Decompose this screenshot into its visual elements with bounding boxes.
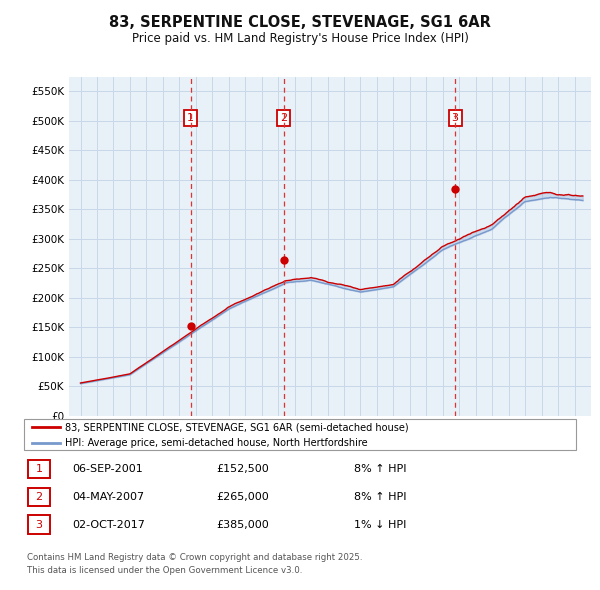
Text: Price paid vs. HM Land Registry's House Price Index (HPI): Price paid vs. HM Land Registry's House … [131,32,469,45]
FancyBboxPatch shape [28,488,50,506]
Text: 1% ↓ HPI: 1% ↓ HPI [354,520,406,529]
Text: 2: 2 [35,492,43,502]
Text: £265,000: £265,000 [216,492,269,502]
Text: 2: 2 [280,113,287,123]
Text: 04-MAY-2007: 04-MAY-2007 [72,492,144,502]
Text: £152,500: £152,500 [216,464,269,474]
Text: 3: 3 [35,520,43,529]
Text: £385,000: £385,000 [216,520,269,529]
FancyBboxPatch shape [28,516,50,533]
Text: 3: 3 [452,113,458,123]
Text: 8% ↑ HPI: 8% ↑ HPI [354,464,407,474]
Text: Contains HM Land Registry data © Crown copyright and database right 2025.
This d: Contains HM Land Registry data © Crown c… [27,553,362,575]
Text: 1: 1 [187,113,194,123]
Text: 06-SEP-2001: 06-SEP-2001 [72,464,143,474]
Text: 8% ↑ HPI: 8% ↑ HPI [354,492,407,502]
Text: 83, SERPENTINE CLOSE, STEVENAGE, SG1 6AR (semi-detached house): 83, SERPENTINE CLOSE, STEVENAGE, SG1 6AR… [65,422,409,432]
FancyBboxPatch shape [24,419,576,450]
FancyBboxPatch shape [28,460,50,478]
Text: 02-OCT-2017: 02-OCT-2017 [72,520,145,529]
Text: 1: 1 [35,464,43,474]
Text: HPI: Average price, semi-detached house, North Hertfordshire: HPI: Average price, semi-detached house,… [65,438,368,448]
Text: 83, SERPENTINE CLOSE, STEVENAGE, SG1 6AR: 83, SERPENTINE CLOSE, STEVENAGE, SG1 6AR [109,15,491,30]
